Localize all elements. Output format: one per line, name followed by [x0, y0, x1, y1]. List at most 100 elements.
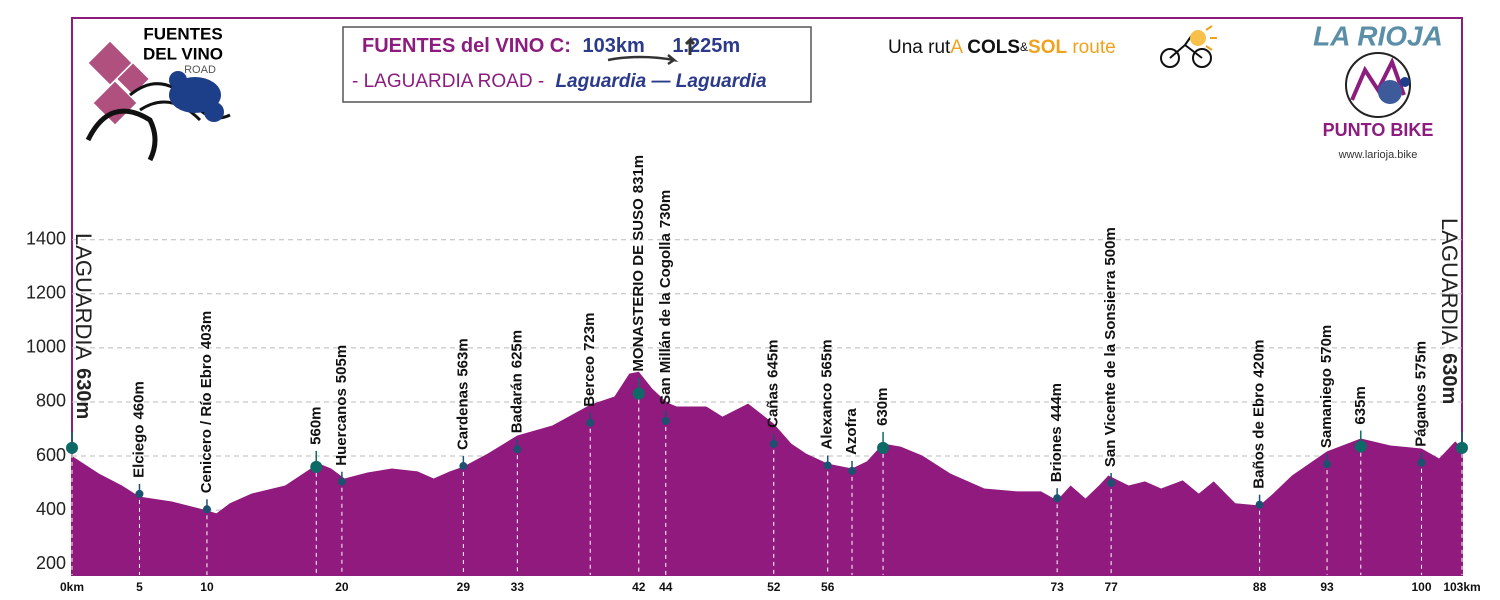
brand-sub: PUNTO BIKE [1323, 120, 1434, 140]
tagline-part: & [1020, 40, 1028, 54]
x-tick-label: 10 [200, 580, 214, 594]
elevation-label: 723m [581, 313, 598, 351]
tagline-part: COLS [967, 37, 1020, 58]
subtitle-part: - LAGUARDIA ROAD - [352, 71, 544, 92]
place-name: Baños de Ebro [1251, 383, 1268, 489]
waypoint-label: Huercanos 505m [333, 345, 350, 466]
waypoint-marker [877, 441, 890, 454]
x-tick-label: 5 [136, 580, 143, 594]
x-tick-label: 56 [821, 580, 835, 594]
y-tick-label: 400 [36, 499, 66, 519]
waypoint-label: Alexanco 565m [819, 339, 836, 449]
waypoint-marker [1255, 500, 1264, 509]
waypoint-label: Elciego 460m [130, 381, 147, 478]
elevation-label: 565m [819, 339, 836, 377]
elevation-label: 625m [508, 330, 525, 368]
elevation-label: 570m [1318, 325, 1335, 363]
waypoint-marker [1354, 440, 1367, 453]
title-box [342, 26, 812, 103]
waypoint-label: Badarán 625m [508, 330, 525, 433]
x-tick-label: 33 [511, 580, 525, 594]
waypoint-marker [1456, 441, 1468, 454]
place-name: Alexanco [819, 383, 836, 450]
elevation-label: 505m [333, 345, 350, 383]
waypoint-marker [513, 445, 522, 454]
logo-text: DEL VINO [143, 44, 223, 63]
waypoint-label: LAGUARDIA 630m [71, 233, 96, 419]
x-tick-label: 0km [60, 580, 84, 594]
waypoint-marker [1053, 494, 1062, 503]
waypoint-label: MONASTERIO DE SUSO 831m [630, 155, 647, 372]
place-name: San Vicente de la Sonsierra [1102, 270, 1119, 467]
waypoint-label: Cañas 645m [765, 339, 782, 427]
place-name: Briones [1048, 426, 1065, 482]
waypoint-label: Azofra [843, 408, 860, 455]
waypoint-marker [769, 439, 778, 448]
x-tick-label: 88 [1253, 580, 1267, 594]
x-tick-label: 44 [659, 580, 673, 594]
elevation-label: 560m [307, 406, 324, 444]
waypoint-label: Cardenas 563m [454, 338, 471, 450]
waypoint-marker [1417, 458, 1426, 467]
elevation-label: 630m [1438, 353, 1460, 404]
brand-logo [1345, 52, 1411, 118]
place-name: LAGUARDIA [1437, 218, 1462, 345]
x-tick-label: 100 [1411, 580, 1431, 594]
place-name: Páganos [1412, 384, 1429, 447]
elevation-label: 730m [657, 190, 674, 228]
tagline-part: SOL [1028, 37, 1067, 58]
title-part: 1.225m [672, 35, 740, 57]
logo-text: ROAD [184, 64, 216, 76]
waypoint-label: Páganos 575m [1412, 341, 1429, 447]
subtitle-part: Laguardia — Laguardia [555, 71, 767, 92]
cyclist-icon [1160, 25, 1217, 68]
waypoint-marker [823, 461, 832, 470]
place-name: Cardenas [454, 382, 471, 450]
waypoint-marker [135, 489, 144, 498]
waypoint-marker [1323, 460, 1332, 469]
place-name: Cañas [765, 383, 782, 428]
place-name: Badarán [508, 373, 525, 433]
y-tick-label: 1400 [26, 228, 66, 248]
waypoint-marker [310, 460, 323, 473]
waypoint-label: San Millán de la Cogolla 730m [657, 190, 674, 405]
x-tick-label: 77 [1104, 580, 1118, 594]
title: FUENTES del VINO C: 103km 1.225m [362, 35, 740, 57]
x-tick-label: 93 [1320, 580, 1334, 594]
waypoint-marker [848, 466, 857, 475]
elevation-label: 645m [765, 339, 782, 377]
waypoint-label: Cenicero / Río Ebro 403m [198, 311, 215, 494]
elevation-label: 630m [72, 368, 94, 419]
elevation-area [72, 371, 1462, 575]
place-name: Samaniego [1318, 368, 1335, 448]
title-part: 103km [582, 35, 644, 57]
tagline: Una rutA COLS&SOL route [888, 37, 1116, 58]
waypoint-label: Samaniego 570m [1318, 325, 1335, 448]
elevation-label: 635m [1352, 386, 1369, 424]
x-tick-label: 42 [632, 580, 646, 594]
logo-text: FUENTES [143, 24, 222, 43]
waypoint-label: 560m [307, 406, 324, 444]
x-tick-label: 73 [1050, 580, 1064, 594]
place-name: San Millán de la Cogolla [657, 233, 674, 405]
distance-arrow [607, 54, 679, 66]
place-name: MONASTERIO DE SUSO [630, 198, 647, 372]
subtitle: - LAGUARDIA ROAD - Laguardia — Laguardia [352, 71, 767, 92]
x-tick-label: 52 [767, 580, 781, 594]
waypoint-label: LAGUARDIA 630m [1437, 218, 1462, 404]
waypoint-marker [459, 462, 468, 471]
waypoint-marker [586, 418, 595, 427]
climb-arrow [684, 36, 696, 55]
x-tick-label: 20 [335, 580, 349, 594]
elevation-label: 630m [874, 388, 891, 426]
y-tick-label: 600 [36, 445, 66, 465]
elevation-label: 403m [198, 311, 215, 349]
elevation-label: 460m [130, 381, 147, 419]
waypoint-marker [632, 387, 645, 400]
place-name: Berceo [581, 356, 598, 407]
elevation-label: 563m [454, 338, 471, 376]
waypoint-label: 635m [1352, 386, 1369, 424]
waypoint-label: 630m [874, 388, 891, 426]
y-tick-label: 800 [36, 391, 66, 411]
